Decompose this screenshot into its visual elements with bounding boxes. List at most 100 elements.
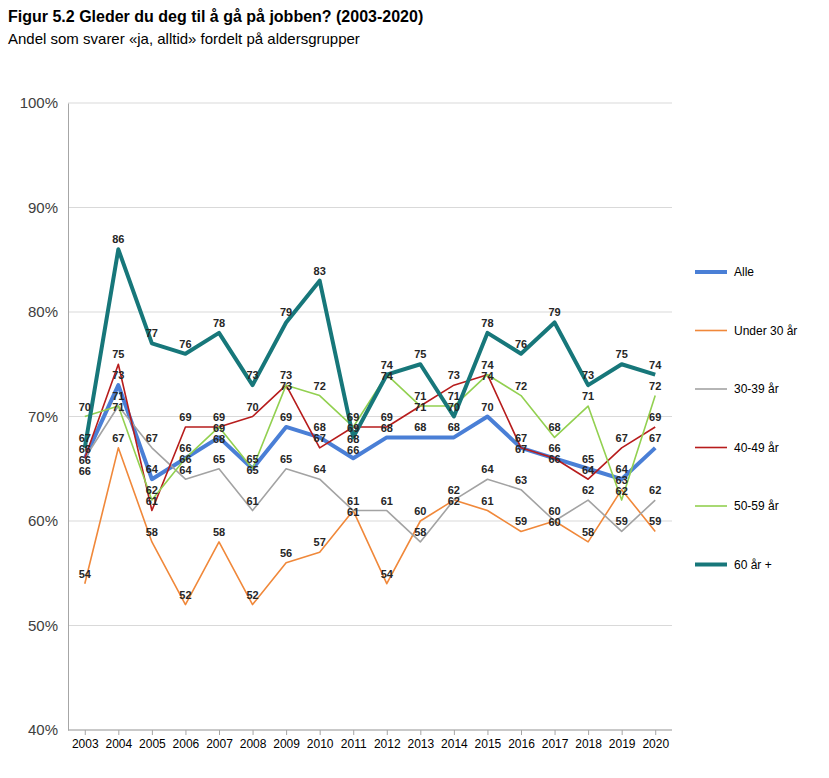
x-tick-mark xyxy=(353,730,354,735)
data-label: 73 xyxy=(280,380,292,392)
data-label: 56 xyxy=(280,547,292,559)
data-label: 60 xyxy=(548,516,560,528)
x-tick: 2003 xyxy=(72,730,99,751)
data-label: 69 xyxy=(280,411,292,423)
data-label: 70 xyxy=(79,401,91,413)
data-label: 79 xyxy=(280,306,292,318)
x-tick-label: 2015 xyxy=(475,737,502,751)
data-label: 73 xyxy=(448,369,460,381)
data-label: 58 xyxy=(582,526,594,538)
data-label: 64 xyxy=(314,463,327,475)
y-tick: 70% xyxy=(28,408,68,425)
data-label: 66 xyxy=(548,453,560,465)
series-line xyxy=(85,375,655,500)
data-label: 52 xyxy=(246,589,258,601)
x-tick-mark xyxy=(655,730,656,735)
x-tick-label: 2003 xyxy=(72,737,99,751)
legend: AlleUnder 30 år30-39 år40-49 år50-59 år6… xyxy=(695,265,797,572)
x-tick: 2015 xyxy=(475,730,502,751)
x-tick-mark xyxy=(152,730,153,735)
legend-swatch xyxy=(695,388,727,390)
data-label: 57 xyxy=(314,536,326,548)
x-tick-mark xyxy=(286,730,287,735)
legend-label: 50-59 år xyxy=(734,499,779,513)
x-tick-mark xyxy=(588,730,589,735)
x-tick: 2009 xyxy=(273,730,300,751)
data-label: 62 xyxy=(582,484,594,496)
grid-line xyxy=(68,312,672,313)
data-label: 75 xyxy=(414,348,426,360)
data-label: 64 xyxy=(481,463,494,475)
legend-swatch xyxy=(695,563,727,567)
data-label: 68 xyxy=(381,422,393,434)
data-label: 70 xyxy=(246,401,258,413)
data-label: 70 xyxy=(448,401,460,413)
y-tick: 40% xyxy=(28,721,68,738)
data-label: 64 xyxy=(146,463,159,475)
legend-swatch xyxy=(695,330,727,332)
data-label: 64 xyxy=(582,464,595,476)
x-tick: 2007 xyxy=(206,730,233,751)
x-tick-mark xyxy=(521,730,522,735)
x-tick: 2017 xyxy=(542,730,569,751)
data-label: 68 xyxy=(448,421,460,433)
subtitle: Andel som svarer «ja, alltid» fordelt på… xyxy=(8,30,360,47)
data-label: 54 xyxy=(79,568,92,580)
x-tick-label: 2007 xyxy=(206,737,233,751)
x-tick-label: 2005 xyxy=(139,737,166,751)
x-tick: 2019 xyxy=(609,730,636,751)
x-tick-mark xyxy=(118,730,119,735)
y-tick-label: 80% xyxy=(28,303,58,320)
grid xyxy=(68,103,672,730)
data-label: 67 xyxy=(649,432,661,444)
x-tick-label: 2020 xyxy=(642,737,669,751)
data-label: 74 xyxy=(649,359,662,371)
data-label: 64 xyxy=(179,464,192,476)
x-tick: 2004 xyxy=(105,730,132,751)
x-tick-label: 2018 xyxy=(575,737,602,751)
x-tick: 2013 xyxy=(407,730,434,751)
data-label: 58 xyxy=(213,526,225,538)
data-label: 61 xyxy=(146,495,158,507)
x-tick-label: 2010 xyxy=(307,737,334,751)
data-label: 68 xyxy=(414,421,426,433)
lines xyxy=(85,249,655,604)
grid-line xyxy=(68,416,672,417)
x-tick-label: 2019 xyxy=(609,737,636,751)
x-tick: 2010 xyxy=(307,730,334,751)
series-line xyxy=(85,249,655,448)
x-tick-mark xyxy=(320,730,321,735)
data-label: 73 xyxy=(246,369,258,381)
x-tick: 2016 xyxy=(508,730,535,751)
data-label: 71 xyxy=(112,401,124,413)
data-label: 58 xyxy=(146,526,158,538)
grid-line xyxy=(68,103,672,104)
data-label: 59 xyxy=(616,515,628,527)
legend-label: Under 30 år xyxy=(734,324,797,338)
x-tick: 2014 xyxy=(441,730,468,751)
data-label: 75 xyxy=(112,348,124,360)
x-tick-label: 2008 xyxy=(240,737,267,751)
data-label: 79 xyxy=(548,306,560,318)
y-axis: 40%50%60%70%80%90%100% xyxy=(20,94,69,738)
data-label: 72 xyxy=(314,380,326,392)
x-tick-mark xyxy=(85,730,86,735)
data-labels: 7067666666548675737171677767646261587669… xyxy=(79,233,663,600)
data-label: 61 xyxy=(481,495,493,507)
data-label: 68 xyxy=(213,433,225,445)
x-tick: 2008 xyxy=(240,730,267,751)
y-axis-line xyxy=(68,104,69,731)
y-tick-label: 60% xyxy=(28,512,58,529)
y-tick: 90% xyxy=(28,199,68,216)
x-tick-label: 2016 xyxy=(508,737,535,751)
data-label: 66 xyxy=(347,444,359,456)
data-label: 69 xyxy=(179,411,191,423)
data-label: 67 xyxy=(616,432,628,444)
data-label: 78 xyxy=(213,317,225,329)
legend-swatch xyxy=(695,270,727,274)
x-tick-mark xyxy=(420,730,421,735)
series-line xyxy=(85,364,655,510)
data-label: 83 xyxy=(314,265,326,277)
y-tick-label: 40% xyxy=(28,721,58,738)
data-label: 61 xyxy=(246,495,258,507)
